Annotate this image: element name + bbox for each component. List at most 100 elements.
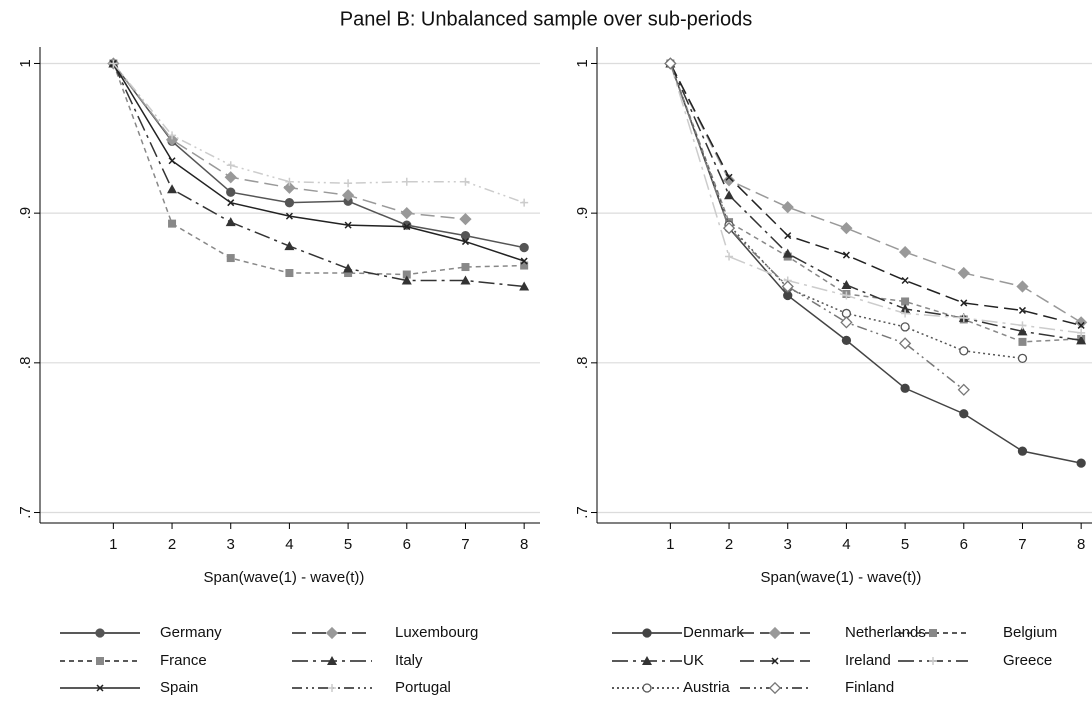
x-tick-label: 4 bbox=[842, 536, 850, 553]
y-tick-label: .8 bbox=[574, 357, 591, 370]
marker bbox=[722, 221, 736, 235]
marker bbox=[959, 313, 968, 322]
x-tick-label: 6 bbox=[960, 536, 968, 553]
marker bbox=[841, 308, 852, 319]
x-axis-title: Span(wave(1) - wave(t)) bbox=[761, 569, 922, 586]
marker bbox=[782, 248, 793, 258]
marker bbox=[1077, 321, 1085, 329]
legend-label: UK bbox=[683, 652, 704, 669]
chart-title: Panel B: Unbalanced sample over sub-peri… bbox=[340, 8, 752, 30]
marker bbox=[1017, 446, 1028, 456]
y-tick-label: .7 bbox=[574, 506, 591, 519]
series-line bbox=[112, 63, 525, 276]
series-line bbox=[112, 63, 466, 220]
x-tick-label: 7 bbox=[1018, 536, 1026, 553]
marker bbox=[328, 684, 336, 692]
marker bbox=[901, 309, 910, 318]
marker bbox=[402, 177, 411, 186]
marker bbox=[929, 629, 937, 637]
marker bbox=[344, 221, 352, 229]
marker bbox=[1017, 353, 1028, 363]
marker bbox=[959, 409, 969, 419]
y-tick-label: .8 bbox=[17, 357, 34, 370]
legend-label: Portugal bbox=[395, 679, 451, 696]
marker bbox=[642, 628, 652, 638]
legend-label: Finland bbox=[845, 679, 894, 696]
series-line bbox=[669, 63, 1082, 343]
marker bbox=[168, 157, 176, 165]
marker bbox=[900, 322, 910, 332]
y-tick-label: .7 bbox=[17, 506, 34, 519]
marker bbox=[285, 177, 294, 186]
marker bbox=[285, 269, 294, 278]
x-tick-label: 3 bbox=[227, 536, 235, 553]
series-line bbox=[669, 63, 1082, 324]
marker bbox=[165, 133, 179, 146]
series-line bbox=[112, 62, 525, 204]
legend-label: Spain bbox=[160, 679, 198, 696]
x-tick-label: 7 bbox=[461, 536, 469, 553]
marker bbox=[225, 217, 236, 227]
marker bbox=[167, 184, 178, 194]
marker bbox=[900, 303, 911, 313]
marker bbox=[403, 223, 411, 231]
marker bbox=[784, 232, 792, 240]
marker bbox=[284, 198, 295, 208]
marker bbox=[1018, 337, 1027, 346]
legend-label: Germany bbox=[160, 624, 222, 641]
marker bbox=[725, 252, 734, 261]
marker bbox=[226, 254, 235, 263]
legend-label: Italy bbox=[395, 652, 423, 669]
marker bbox=[460, 230, 471, 241]
legend-label: Netherlands bbox=[845, 624, 926, 641]
marker bbox=[900, 383, 910, 393]
marker bbox=[781, 280, 794, 293]
marker bbox=[168, 219, 177, 228]
y-tick-label: 1 bbox=[17, 59, 34, 67]
marker bbox=[168, 131, 177, 140]
marker bbox=[519, 281, 530, 291]
x-tick-label: 1 bbox=[666, 536, 674, 553]
marker bbox=[901, 276, 909, 285]
marker bbox=[285, 212, 293, 220]
legend-label: Luxembourg bbox=[395, 624, 478, 641]
y-tick-label: .9 bbox=[17, 207, 34, 220]
marker bbox=[771, 657, 779, 665]
x-axis-title: Span(wave(1) - wave(t)) bbox=[204, 569, 365, 586]
marker bbox=[1075, 316, 1088, 329]
marker bbox=[109, 59, 118, 68]
marker bbox=[284, 241, 295, 251]
marker bbox=[401, 275, 412, 285]
marker bbox=[343, 263, 354, 273]
marker bbox=[519, 242, 529, 253]
legend-label: Belgium bbox=[1003, 624, 1057, 641]
marker bbox=[664, 57, 677, 70]
marker bbox=[898, 337, 912, 350]
series-line bbox=[669, 63, 1082, 342]
marker bbox=[1017, 326, 1028, 336]
marker bbox=[1016, 280, 1029, 293]
marker bbox=[725, 173, 733, 181]
series-line bbox=[669, 63, 1082, 464]
series-line bbox=[669, 63, 1082, 334]
x-tick-label: 4 bbox=[285, 536, 293, 553]
marker bbox=[898, 245, 912, 259]
marker bbox=[840, 221, 853, 235]
series-line bbox=[669, 63, 965, 391]
marker bbox=[724, 190, 735, 200]
marker bbox=[783, 290, 793, 301]
marker bbox=[901, 297, 910, 306]
marker bbox=[461, 263, 470, 272]
marker bbox=[325, 626, 339, 640]
marker bbox=[841, 280, 852, 289]
marker bbox=[1076, 335, 1087, 345]
marker bbox=[402, 270, 411, 279]
marker bbox=[95, 628, 105, 638]
marker bbox=[841, 335, 852, 346]
series-line bbox=[112, 63, 525, 249]
marker bbox=[768, 626, 782, 640]
x-tick-label: 2 bbox=[168, 536, 176, 553]
series-line bbox=[669, 63, 1082, 327]
marker bbox=[1018, 321, 1027, 330]
